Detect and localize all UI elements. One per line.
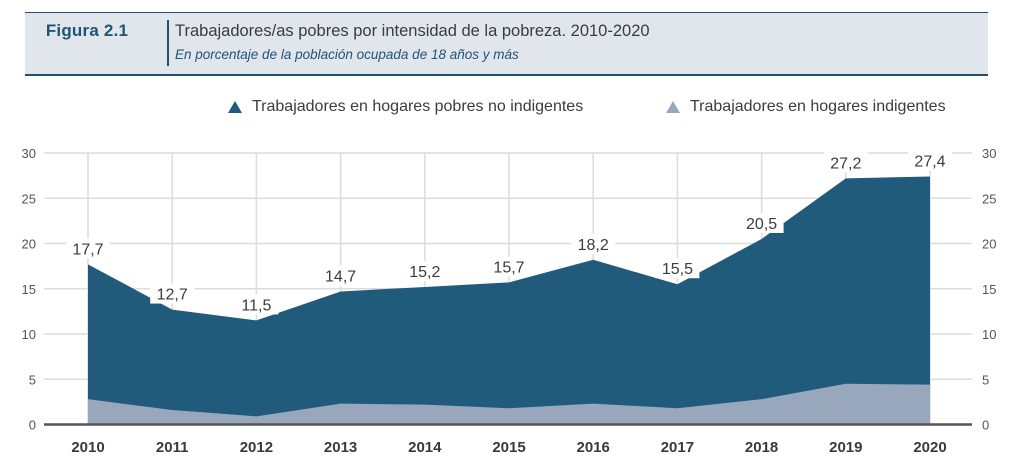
header-content: Trabajadores/as pobres por intensidad de…: [25, 12, 988, 76]
x-tick-label: 2017: [661, 439, 694, 456]
y-tick-label-right: 30: [982, 146, 996, 161]
legend-item-no-indigentes: Trabajadores en hogares pobres no indige…: [228, 98, 583, 116]
data-label-bg: [66, 238, 110, 259]
x-tick-label: 2020: [913, 439, 946, 456]
y-tick-label-left: 20: [22, 237, 36, 252]
y-tick-label-left: 10: [22, 327, 36, 342]
x-tick-label: 2013: [324, 439, 357, 456]
legend: Trabajadores en hogares pobres no indige…: [0, 98, 1017, 122]
y-tick-label-left: 0: [29, 418, 36, 433]
data-label-bg: [571, 233, 616, 254]
y-tick-label-right: 10: [982, 327, 996, 342]
x-tick-label: 2015: [492, 439, 525, 456]
x-tick-label: 2014: [408, 439, 442, 456]
y-tick-label-right: 15: [982, 282, 996, 297]
data-label-bg: [739, 212, 784, 233]
area-indigentes: [88, 383, 930, 425]
data-label-bg: [908, 150, 952, 171]
triangle-light-icon: [666, 101, 680, 113]
data-label: 27,4: [914, 154, 945, 171]
x-tick-label: 2011: [156, 439, 189, 456]
chart-title: Trabajadores/as pobres por intensidad de…: [175, 22, 650, 40]
y-tick-label-left: 5: [29, 372, 36, 387]
data-label: 18,2: [578, 237, 609, 254]
triangle-dark-icon: [228, 101, 242, 113]
data-label: 15,2: [409, 264, 440, 281]
data-label-bg: [318, 265, 363, 286]
data-label-bg: [234, 294, 279, 315]
data-label-bg: [150, 283, 195, 304]
data-label-bg: [487, 256, 531, 277]
data-label: 17,7: [72, 241, 103, 258]
x-tick-label: 2019: [829, 439, 862, 456]
data-label: 27,2: [830, 155, 861, 172]
data-label-bg: [402, 260, 447, 281]
data-label-bg: [823, 152, 868, 173]
y-tick-label-left: 15: [22, 282, 36, 297]
data-label: 14,7: [325, 268, 356, 285]
y-tick-label-left: 30: [22, 146, 36, 161]
legend-label: Trabajadores en hogares indigentes: [690, 98, 946, 115]
figure-header: [25, 12, 988, 76]
y-tick-label-left: 25: [22, 191, 36, 206]
y-tick-label-right: 5: [982, 372, 989, 387]
x-tick-label: 2018: [745, 439, 778, 456]
x-tick-label: 2012: [240, 439, 273, 456]
data-label: 11,5: [241, 297, 271, 314]
y-tick-label-right: 0: [982, 418, 989, 433]
legend-label: Trabajadores en hogares pobres no indige…: [252, 98, 584, 115]
y-tick-label-right: 20: [982, 237, 996, 252]
figure-label: Figura 2.1: [45, 21, 129, 40]
data-label: 20,5: [746, 216, 777, 233]
data-label-bg: [655, 258, 700, 279]
y-tick-label-right: 25: [982, 191, 996, 206]
legend-item-indigentes: Trabajadores en hogares indigentes: [666, 98, 946, 116]
x-tick-label: 2010: [71, 439, 104, 456]
header-separator: [167, 20, 169, 66]
x-tick-label: 2016: [577, 439, 610, 456]
area-no-indigentes: [88, 176, 930, 425]
data-label: 15,5: [662, 261, 693, 278]
data-label: 15,7: [493, 259, 524, 276]
chart-subtitle: En porcentaje de la población ocupada de…: [175, 47, 519, 62]
data-label: 12,7: [157, 287, 188, 304]
